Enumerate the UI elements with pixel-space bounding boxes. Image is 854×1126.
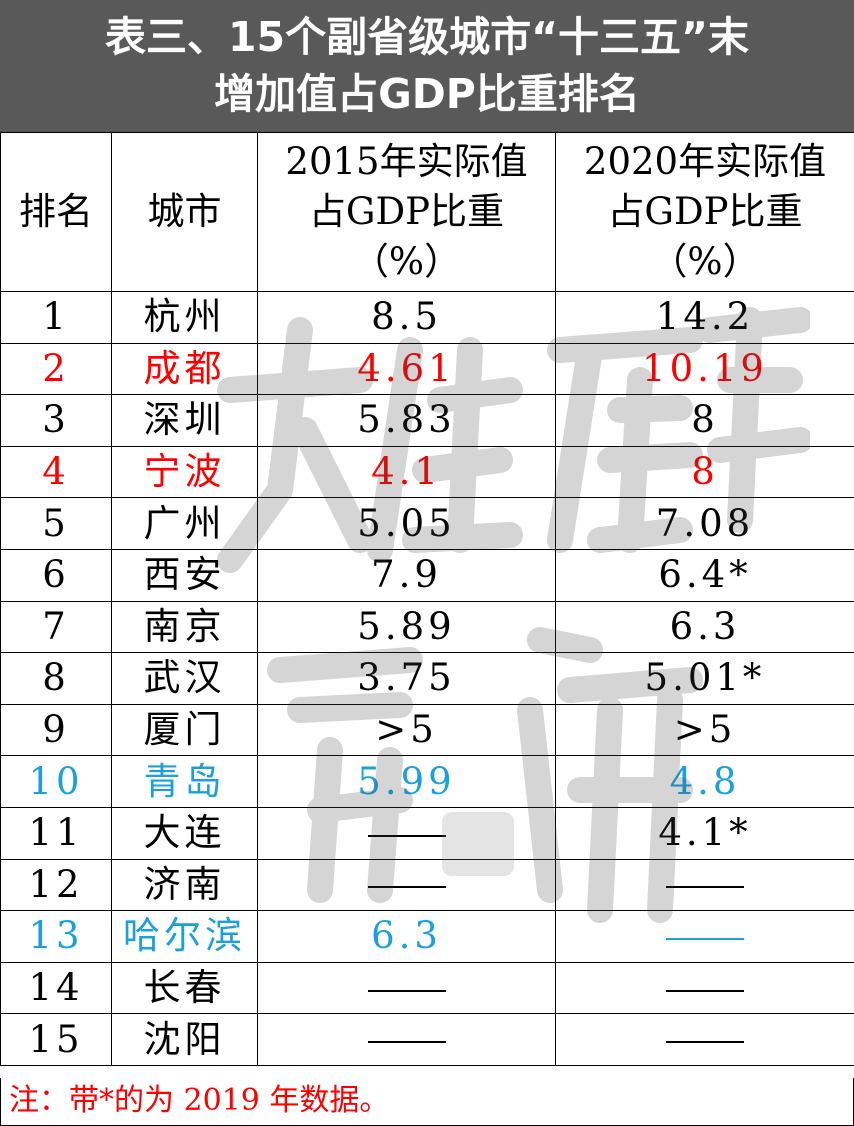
value-2015-cell (257, 806, 556, 860)
ranking-table: 排名 城市 2015年实际值 占GDP比重 （%） 2020年实际值 占GDP比… (0, 132, 854, 1066)
rank-cell: 2 (0, 342, 112, 396)
header-2015: 2015年实际值 占GDP比重 （%） (257, 132, 556, 292)
city-cell: 沈阳 (111, 1013, 258, 1066)
value-2020-cell: 4.1* (555, 806, 854, 860)
city-cell: 青岛 (111, 755, 258, 808)
table-row: 14 长春 (0, 961, 854, 1015)
table-row: 3 深圳 5.83 8 (0, 394, 854, 447)
value-2020-cell: 7.08 (555, 497, 854, 550)
table-row: 12 济南 (0, 858, 854, 912)
rank-cell: 13 (0, 910, 112, 963)
header-2020-line-2: 占GDP比重 (607, 190, 803, 233)
rank-cell: 8 (0, 652, 112, 705)
rank-cell: 4 (0, 445, 112, 499)
city-cell: 南京 (111, 600, 258, 654)
city-cell: 宁波 (111, 445, 258, 499)
table-row: 15 沈阳 (0, 1013, 854, 1066)
no-data-dash (666, 989, 744, 992)
rank-cell: 1 (0, 291, 112, 344)
rank-cell: 6 (0, 548, 112, 602)
value-2020-cell: 4.8 (555, 755, 854, 808)
city-cell: 大连 (111, 806, 258, 860)
value-2020-cell: >5 (555, 703, 854, 757)
rank-cell: 7 (0, 600, 112, 654)
value-2015-cell: 5.99 (257, 755, 556, 808)
value-2015-cell (257, 961, 556, 1015)
value-2020-cell: 8 (555, 394, 854, 447)
value-2015-cell: 3.75 (257, 652, 556, 705)
no-data-dash (367, 886, 446, 889)
header-2020-line-3: （%） (650, 240, 760, 283)
rank-cell: 15 (0, 1013, 112, 1066)
value-2020-cell (555, 1013, 854, 1066)
table-row: 9 厦门 >5 >5 (0, 703, 854, 757)
rank-cell: 3 (0, 394, 112, 447)
table-row: 4 宁波 4.1 8 (0, 445, 854, 499)
value-2015-cell: 7.9 (257, 548, 556, 602)
header-2020-line-1: 2020年实际值 (583, 140, 827, 183)
table-row: 11 大连 4.1* (0, 806, 854, 860)
table-row: 1 杭州 8.5 14.2 (0, 291, 854, 344)
table-row: 2 成都 4.61 10.19 (0, 342, 854, 396)
rank-cell: 14 (0, 961, 112, 1015)
header-2015-line-1: 2015年实际值 (285, 140, 528, 183)
value-2020-cell (555, 961, 854, 1015)
rank-cell: 10 (0, 755, 112, 808)
no-data-dash (666, 937, 744, 940)
value-2020-cell: 8 (555, 445, 854, 499)
city-cell: 武汉 (111, 652, 258, 705)
city-cell: 广州 (111, 497, 258, 550)
no-data-dash (367, 834, 446, 837)
city-cell: 成都 (111, 342, 258, 396)
no-data-dash (367, 989, 446, 992)
no-data-dash (367, 1041, 446, 1044)
city-cell: 济南 (111, 858, 258, 912)
value-2020-cell: 5.01* (555, 652, 854, 705)
city-cell: 厦门 (111, 703, 258, 757)
city-cell: 长春 (111, 961, 258, 1015)
header-row: 排名 城市 2015年实际值 占GDP比重 （%） 2020年实际值 占GDP比… (0, 132, 854, 292)
table-row: 13 哈尔滨 6.3 (0, 910, 854, 963)
value-2015-cell: 5.83 (257, 394, 556, 447)
no-data-dash (666, 1041, 744, 1044)
header-rank: 排名 (0, 132, 112, 292)
rank-cell: 5 (0, 497, 112, 550)
value-2015-cell: 6.3 (257, 910, 556, 963)
header-2015-line-2: 占GDP比重 (308, 190, 505, 233)
title-line-1: 表三、15个副省级城市“十三五”末 (105, 13, 749, 61)
rank-cell: 11 (0, 806, 112, 860)
city-cell: 杭州 (111, 291, 258, 344)
value-2020-cell: 6.3 (555, 600, 854, 654)
city-cell: 西安 (111, 548, 258, 602)
rank-cell: 12 (0, 858, 112, 912)
table-row: 7 南京 5.89 6.3 (0, 600, 854, 654)
city-cell: 深圳 (111, 394, 258, 447)
table-row: 5 广州 5.05 7.08 (0, 497, 854, 550)
value-2020-cell (555, 858, 854, 912)
header-city: 城市 (111, 132, 258, 292)
city-cell: 哈尔滨 (111, 910, 258, 963)
value-2015-cell: 4.61 (257, 342, 556, 396)
value-2020-cell: 6.4* (555, 548, 854, 602)
value-2015-cell: 5.05 (257, 497, 556, 550)
no-data-dash (666, 886, 744, 889)
table-row: 8 武汉 3.75 5.01* (0, 652, 854, 705)
value-2020-cell: 10.19 (555, 342, 854, 396)
value-2020-cell: 14.2 (555, 291, 854, 344)
rank-cell: 9 (0, 703, 112, 757)
value-2020-cell (555, 910, 854, 963)
value-2015-cell: 8.5 (257, 291, 556, 344)
value-2015-cell (257, 1013, 556, 1066)
table-row: 6 西安 7.9 6.4* (0, 548, 854, 602)
header-2020: 2020年实际值 占GDP比重 （%） (555, 132, 854, 292)
value-2015-cell (257, 858, 556, 912)
table-row: 10 青岛 5.99 4.8 (0, 755, 854, 808)
value-2015-cell: 4.1 (257, 445, 556, 499)
value-2015-cell: >5 (257, 703, 556, 757)
value-2015-cell: 5.89 (257, 600, 556, 654)
footnote: 注：带*的为 2019 年数据。 (0, 1078, 854, 1126)
table-title: 表三、15个副省级城市“十三五”末 增加值占GDP比重排名 (0, 0, 854, 132)
title-line-2: 增加值占GDP比重排名 (214, 70, 640, 118)
header-2015-line-3: （%） (351, 240, 462, 283)
